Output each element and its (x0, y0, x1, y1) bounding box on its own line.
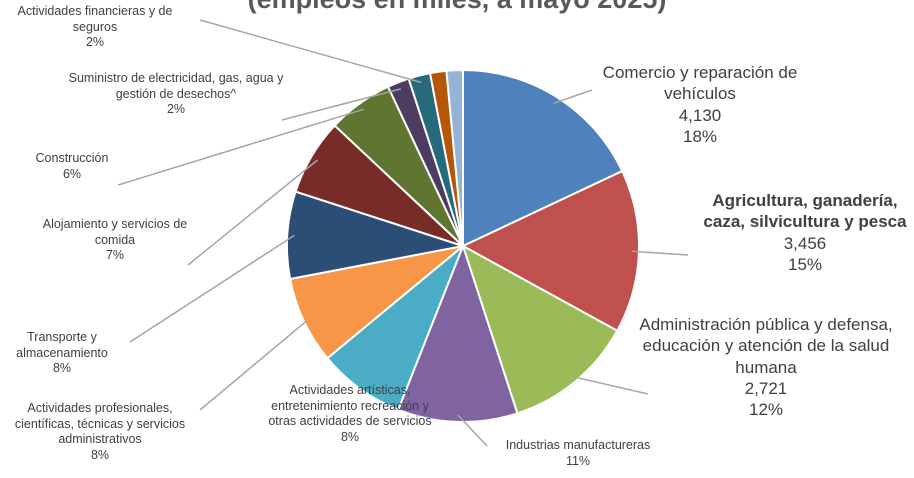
slice-label: Construcción 6% (12, 151, 132, 182)
slice-label: Transporte y almacenamiento 8% (0, 330, 127, 377)
pie-slice (445, 68, 464, 247)
leader-line (570, 375, 649, 395)
value-label: 18% (682, 126, 718, 146)
category-label: Transporte y almacenamiento (16, 330, 108, 360)
category-label: Agricultura, ganadería, caza, silvicultu… (703, 191, 907, 232)
value-label: 7% (105, 248, 125, 263)
leader-line (187, 159, 319, 266)
category-label: Actividades profesionales, científicas, … (14, 401, 186, 447)
value-label: 2% (85, 35, 105, 50)
category-label: Suministro de electricidad, gas, agua y … (68, 71, 284, 101)
slice-label: Suministro de electricidad, gas, agua y … (66, 71, 286, 118)
pie-slice (461, 243, 619, 415)
slice-label: Comercio y reparación de vehículos 4,130 1… (575, 62, 825, 147)
slice-label: Agricultura, ganadería, caza, silvicultu… (693, 190, 914, 275)
category-label: Construcción (35, 151, 109, 165)
chart-title: (empleos en miles, a mayo 2025) (0, 0, 914, 15)
value-label: 3,456 (783, 233, 827, 253)
pie-slice (286, 190, 464, 281)
slice-label: Industrias manufactureras 11% (478, 438, 678, 469)
leader-line (631, 250, 689, 256)
slice-label: Alojamiento y servicios de comida 7% (35, 217, 195, 264)
value-label: 6% (62, 166, 82, 181)
leader-line (199, 317, 311, 411)
leader-line (281, 88, 401, 121)
pie-slice (396, 243, 519, 423)
value-label: 8% (90, 447, 110, 462)
value-label: 11% (565, 453, 591, 468)
value-label: 12% (748, 400, 784, 419)
leader-line (129, 234, 295, 343)
category-label: Administración pública y defensa, educac… (639, 315, 893, 377)
leader-line (199, 19, 422, 84)
value-label: 8% (340, 429, 360, 444)
leader-line (553, 89, 593, 105)
value-label: 2,721 (744, 378, 788, 398)
slice-label: Actividades profesionales, científicas, … (0, 401, 203, 464)
value-label: 8% (52, 361, 72, 376)
pie-slice (288, 245, 464, 360)
slice-label: Actividades financieras y de seguros 2% (0, 4, 190, 51)
slice-label: Actividades artísticas, entretenimiento … (265, 383, 435, 446)
category-label: Industrias manufactureras (505, 438, 651, 452)
leader-line (457, 414, 488, 447)
slice-label: Administración pública y defensa, educac… (631, 314, 901, 420)
category-label: Comercio y reparación de vehículos (602, 63, 798, 104)
value-label: 15% (787, 254, 823, 274)
category-label: Alojamiento y servicios de comida (42, 217, 188, 247)
category-label: Actividades financieras y de seguros (17, 4, 173, 34)
value-label: 4,130 (678, 105, 722, 125)
pie-slice (462, 68, 624, 248)
pie-slice (325, 245, 464, 411)
leader-line (117, 108, 364, 186)
category-label: Actividades artísticas, entretenimiento … (268, 383, 432, 429)
value-label: 2% (166, 102, 186, 117)
